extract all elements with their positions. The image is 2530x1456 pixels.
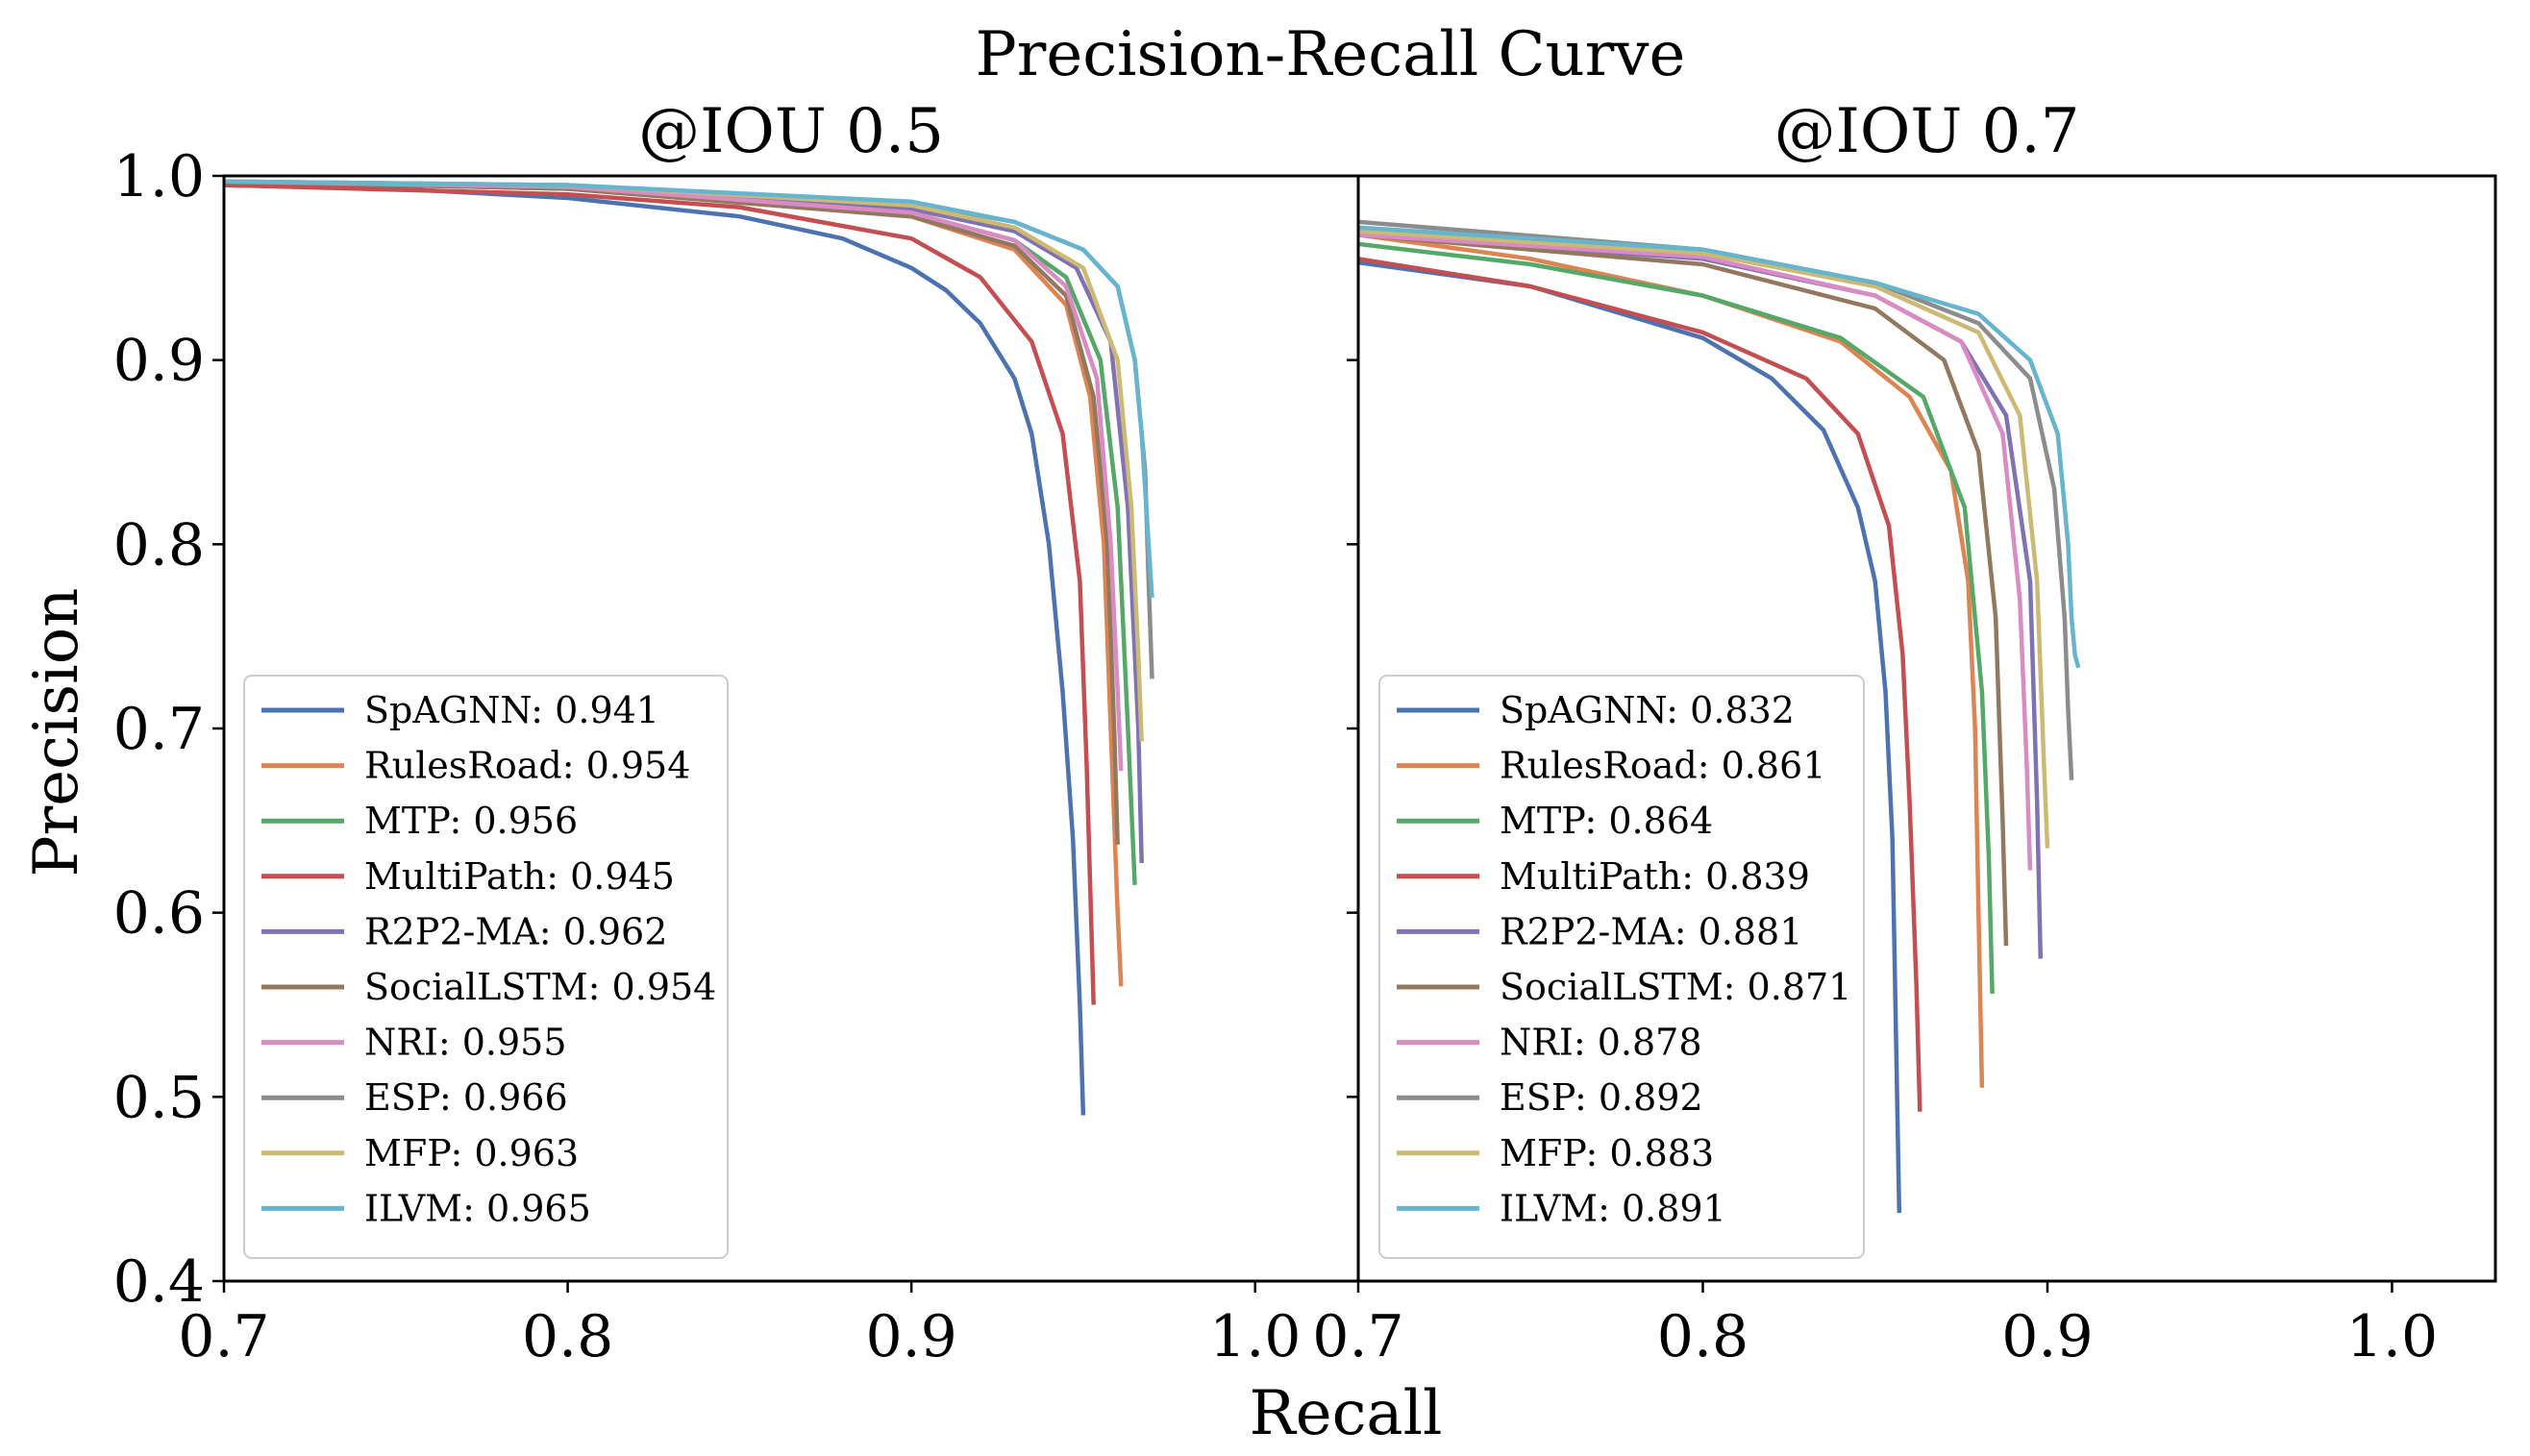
legend-label: MultiPath: 0.945: [364, 855, 675, 898]
legend-label: R2P2-MA: 0.881: [1500, 910, 1802, 952]
legend-item: ILVM: 0.891: [1397, 1187, 1726, 1229]
series-line-rulesroad: [1358, 233, 1985, 1088]
legend-label: ESP: 0.892: [1500, 1076, 1703, 1119]
legend-item: MFP: 0.963: [261, 1132, 579, 1174]
legend-item: RulesRoad: 0.954: [261, 745, 690, 787]
legend-label: SocialLSTM: 0.871: [1500, 966, 1851, 1008]
legend-item: RulesRoad: 0.861: [1397, 745, 1825, 787]
y-tick-label: 0.8: [113, 511, 205, 579]
series-line-sociallstm: [1358, 233, 2009, 947]
legend-item: ESP: 0.892: [1397, 1076, 1703, 1119]
y-tick-label: 0.4: [113, 1248, 205, 1316]
y-tick-label: 0.7: [113, 696, 205, 763]
legend: SpAGNN: 0.941 RulesRoad: 0.954 MTP: 0.956 M…: [243, 675, 729, 1259]
series-line-esp: [224, 179, 1154, 679]
legend: SpAGNN: 0.832 RulesRoad: 0.861 MTP: 0.864 M…: [1378, 675, 1865, 1259]
legend-label: MultiPath: 0.839: [1500, 855, 1810, 898]
x-tick-label: 0.8: [1657, 1303, 1749, 1370]
legend-label: RulesRoad: 0.861: [1500, 745, 1825, 787]
series-line-ilvm: [1358, 225, 2081, 669]
legend-label: SocialLSTM: 0.954: [364, 966, 716, 1008]
legend-label: MTP: 0.864: [1500, 800, 1713, 842]
x-tick-label: 0.7: [178, 1303, 269, 1370]
x-axis-label: Recall: [1250, 1378, 1443, 1449]
x-tick-label: 0.9: [865, 1303, 956, 1370]
series-line-mtp: [1358, 241, 1995, 995]
legend-frame: [1378, 675, 1865, 1259]
series-line-mfp: [1358, 229, 2050, 849]
series-lines: [224, 179, 1154, 1116]
legend-label: NRI: 0.955: [364, 1022, 567, 1064]
x-tick-label: 0.9: [2001, 1303, 2093, 1370]
legend-item: MultiPath: 0.945: [261, 855, 675, 898]
panel-subtitle: @IOU 0.7: [1774, 96, 2080, 167]
chart-panels: @IOU 0.5 0.7 0.8 0.9 1.0 0.4 0.5 0.6 0.7 0.8 0.9 1.…: [113, 96, 2497, 1370]
legend-frame: [243, 675, 729, 1259]
y-tick-label: 0.9: [113, 328, 205, 395]
legend-label: MFP: 0.883: [1500, 1132, 1714, 1174]
series-line-multipath: [224, 183, 1096, 1005]
legend-label: ILVM: 0.965: [364, 1187, 591, 1229]
legend-label: NRI: 0.878: [1500, 1022, 1702, 1064]
legend-item: ILVM: 0.965: [261, 1187, 591, 1229]
legend-label: ILVM: 0.891: [1500, 1187, 1726, 1229]
y-tick-label: 0.6: [113, 880, 205, 948]
legend-item: MTP: 0.956: [261, 800, 578, 842]
series-line-spagnn: [224, 183, 1086, 1116]
series-line-sociallstm: [224, 179, 1120, 845]
legend-item: NRI: 0.955: [261, 1022, 567, 1064]
x-tick-label: 1.0: [1209, 1303, 1301, 1370]
series-lines: [1358, 219, 2081, 1214]
legend-item: MTP: 0.864: [1397, 800, 1713, 842]
legend-item: SpAGNN: 0.832: [1397, 689, 1795, 731]
legend-item: SocialLSTM: 0.871: [1397, 966, 1851, 1008]
panel-subtitle: @IOU 0.5: [638, 96, 944, 167]
legend-label: SpAGNN: 0.941: [364, 689, 659, 731]
panel-iou07: @IOU 0.7 0.7 0.8 0.9 1.0 SpAGNN: 0.832 RulesRo…: [1312, 96, 2497, 1370]
legend-item: MultiPath: 0.839: [1397, 855, 1810, 898]
legend-label: MFP: 0.963: [364, 1132, 579, 1174]
legend-item: ESP: 0.966: [261, 1076, 568, 1119]
legend-label: ESP: 0.966: [364, 1076, 568, 1119]
y-tick-label: 0.5: [113, 1064, 205, 1131]
legend-label: SpAGNN: 0.832: [1500, 689, 1795, 731]
y-tick-label: 1.0: [113, 143, 205, 210]
legend-item: R2P2-MA: 0.881: [1397, 910, 1802, 952]
series-line-ilvm: [224, 179, 1154, 599]
chart-title: Precision-Recall Curve: [976, 19, 1686, 90]
series-line-nri: [224, 179, 1124, 772]
series-line-spagnn: [1358, 259, 1902, 1214]
x-tick-label: 0.8: [522, 1303, 613, 1370]
legend-label: MTP: 0.956: [364, 800, 578, 842]
x-tick-label: 0.7: [1312, 1303, 1403, 1370]
legend-item: MFP: 0.883: [1397, 1132, 1714, 1174]
legend-label: R2P2-MA: 0.962: [364, 910, 667, 952]
series-line-nri: [1358, 233, 2033, 871]
panel-iou05: @IOU 0.5 0.7 0.8 0.9 1.0 0.4 0.5 0.6 0.7 0.8 0.9 1.…: [113, 96, 1360, 1370]
x-tick-label: 1.0: [2346, 1303, 2438, 1370]
legend-item: R2P2-MA: 0.962: [261, 910, 667, 952]
legend-item: SpAGNN: 0.941: [261, 689, 659, 731]
legend-label: RulesRoad: 0.954: [364, 745, 690, 787]
series-line-multipath: [1358, 257, 1922, 1112]
legend-item: NRI: 0.878: [1397, 1022, 1702, 1064]
y-axis-label: Precision: [21, 588, 92, 877]
legend-item: SocialLSTM: 0.954: [261, 966, 716, 1008]
series-line-mfp: [224, 179, 1144, 742]
